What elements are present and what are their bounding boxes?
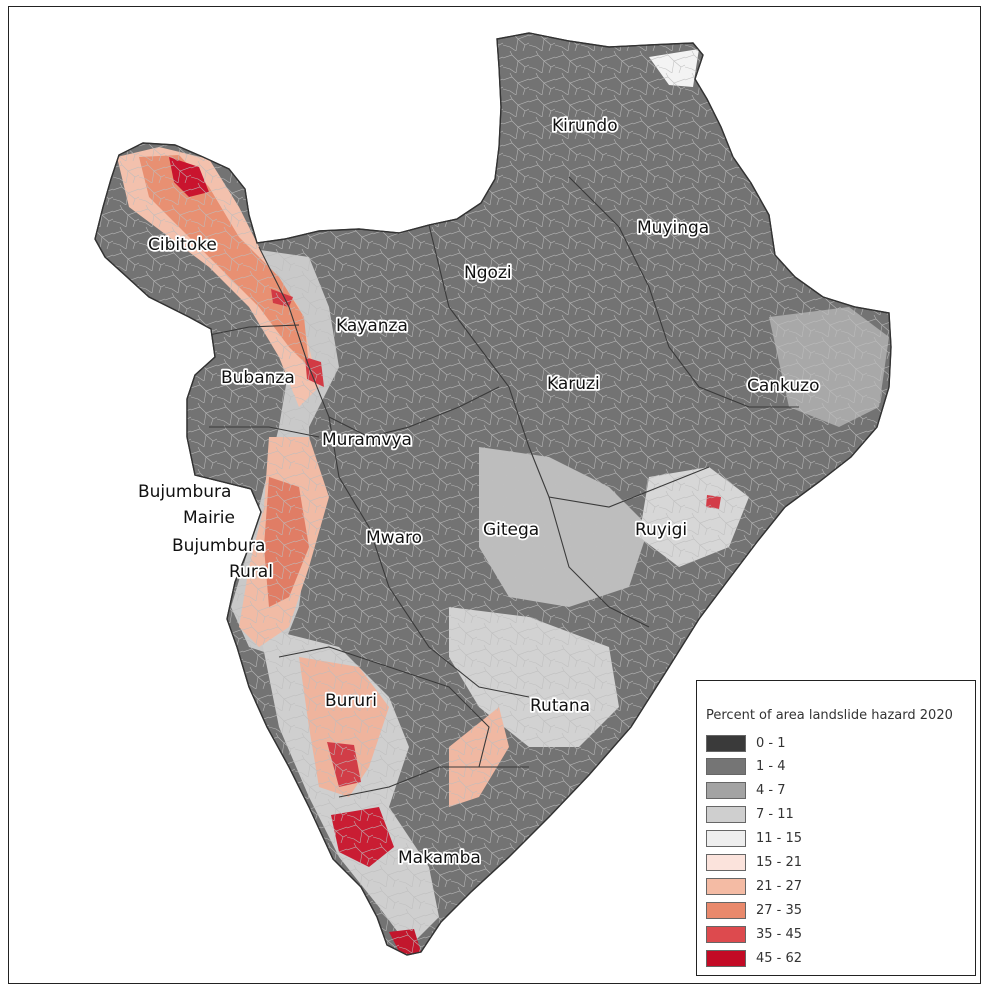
- legend-swatch: [706, 758, 746, 776]
- map-frame: Kirundo Muyinga Cibitoke Ngozi Kayanza K…: [8, 6, 981, 984]
- province-boundaries: [198, 176, 799, 798]
- label-muyinga: Muyinga: [637, 218, 709, 238]
- label-cibitoke: Cibitoke: [148, 235, 217, 255]
- label-cankuzo: Cankuzo: [747, 376, 819, 396]
- label-bujumbura-rural-1: Bujumbura: [172, 536, 265, 556]
- label-bujumbura-rural-2: Rural: [229, 562, 273, 582]
- legend-swatch: [706, 854, 746, 871]
- label-kirundo: Kirundo: [552, 116, 618, 136]
- legend-item: 45 - 62: [706, 948, 802, 968]
- label-rutana: Rutana: [530, 696, 590, 716]
- label-gitega: Gitega: [483, 520, 539, 540]
- label-muramvya: Muramvya: [322, 430, 412, 450]
- legend-item: 15 - 21: [706, 853, 802, 873]
- legend-item: 27 - 35: [706, 900, 802, 920]
- legend-label: 27 - 35: [756, 902, 803, 918]
- label-makamba: Makamba: [398, 848, 481, 868]
- legend-label: 11 - 15: [756, 831, 803, 847]
- label-ruyigi: Ruyigi: [635, 520, 687, 540]
- legend-item: 7 - 11: [706, 805, 794, 825]
- legend-title: Percent of area landslide hazard 2020: [706, 708, 953, 723]
- legend-label: 0 - 1: [756, 735, 786, 751]
- legend-swatch: [706, 734, 746, 752]
- legend-swatch: [706, 901, 746, 919]
- legend-item: 21 - 27: [706, 876, 802, 896]
- legend-item: 35 - 45: [706, 924, 802, 944]
- legend-swatch: [706, 877, 746, 895]
- legend-swatch: [706, 782, 746, 800]
- label-bujumbura-mairie-2: Mairie: [183, 508, 235, 528]
- legend-item: 0 - 1: [706, 733, 786, 753]
- legend-label: 15 - 21: [756, 855, 803, 870]
- label-ngozi: Ngozi: [464, 263, 512, 283]
- legend-swatch: [706, 806, 746, 824]
- legend-swatch: [706, 949, 746, 967]
- country-outline: [94, 32, 892, 956]
- label-karuzi: Karuzi: [547, 374, 600, 394]
- label-bujumbura-mairie-1: Bujumbura: [138, 482, 231, 502]
- legend-swatch: [706, 925, 746, 943]
- legend-box: Percent of area landslide hazard 2020 0 …: [696, 680, 976, 976]
- legend-swatch: [706, 830, 746, 848]
- province-labels: Kirundo Muyinga Cibitoke Ngozi Kayanza K…: [136, 114, 821, 870]
- legend-label: 35 - 45: [756, 926, 803, 942]
- label-mwaro: Mwaro: [366, 528, 422, 548]
- legend-label: 21 - 27: [756, 878, 803, 894]
- legend-label: 45 - 62: [756, 950, 803, 966]
- legend-label: 1 - 4: [756, 759, 786, 775]
- label-bubanza: Bubanza: [221, 368, 295, 388]
- legend-item: 1 - 4: [706, 757, 786, 777]
- legend-label: 7 - 11: [756, 807, 794, 823]
- label-bururi: Bururi: [325, 691, 377, 711]
- legend-item: 11 - 15: [706, 829, 802, 849]
- legend-label: 4 - 7: [756, 783, 786, 799]
- legend-item: 4 - 7: [706, 781, 786, 801]
- label-kayanza: Kayanza: [336, 316, 408, 336]
